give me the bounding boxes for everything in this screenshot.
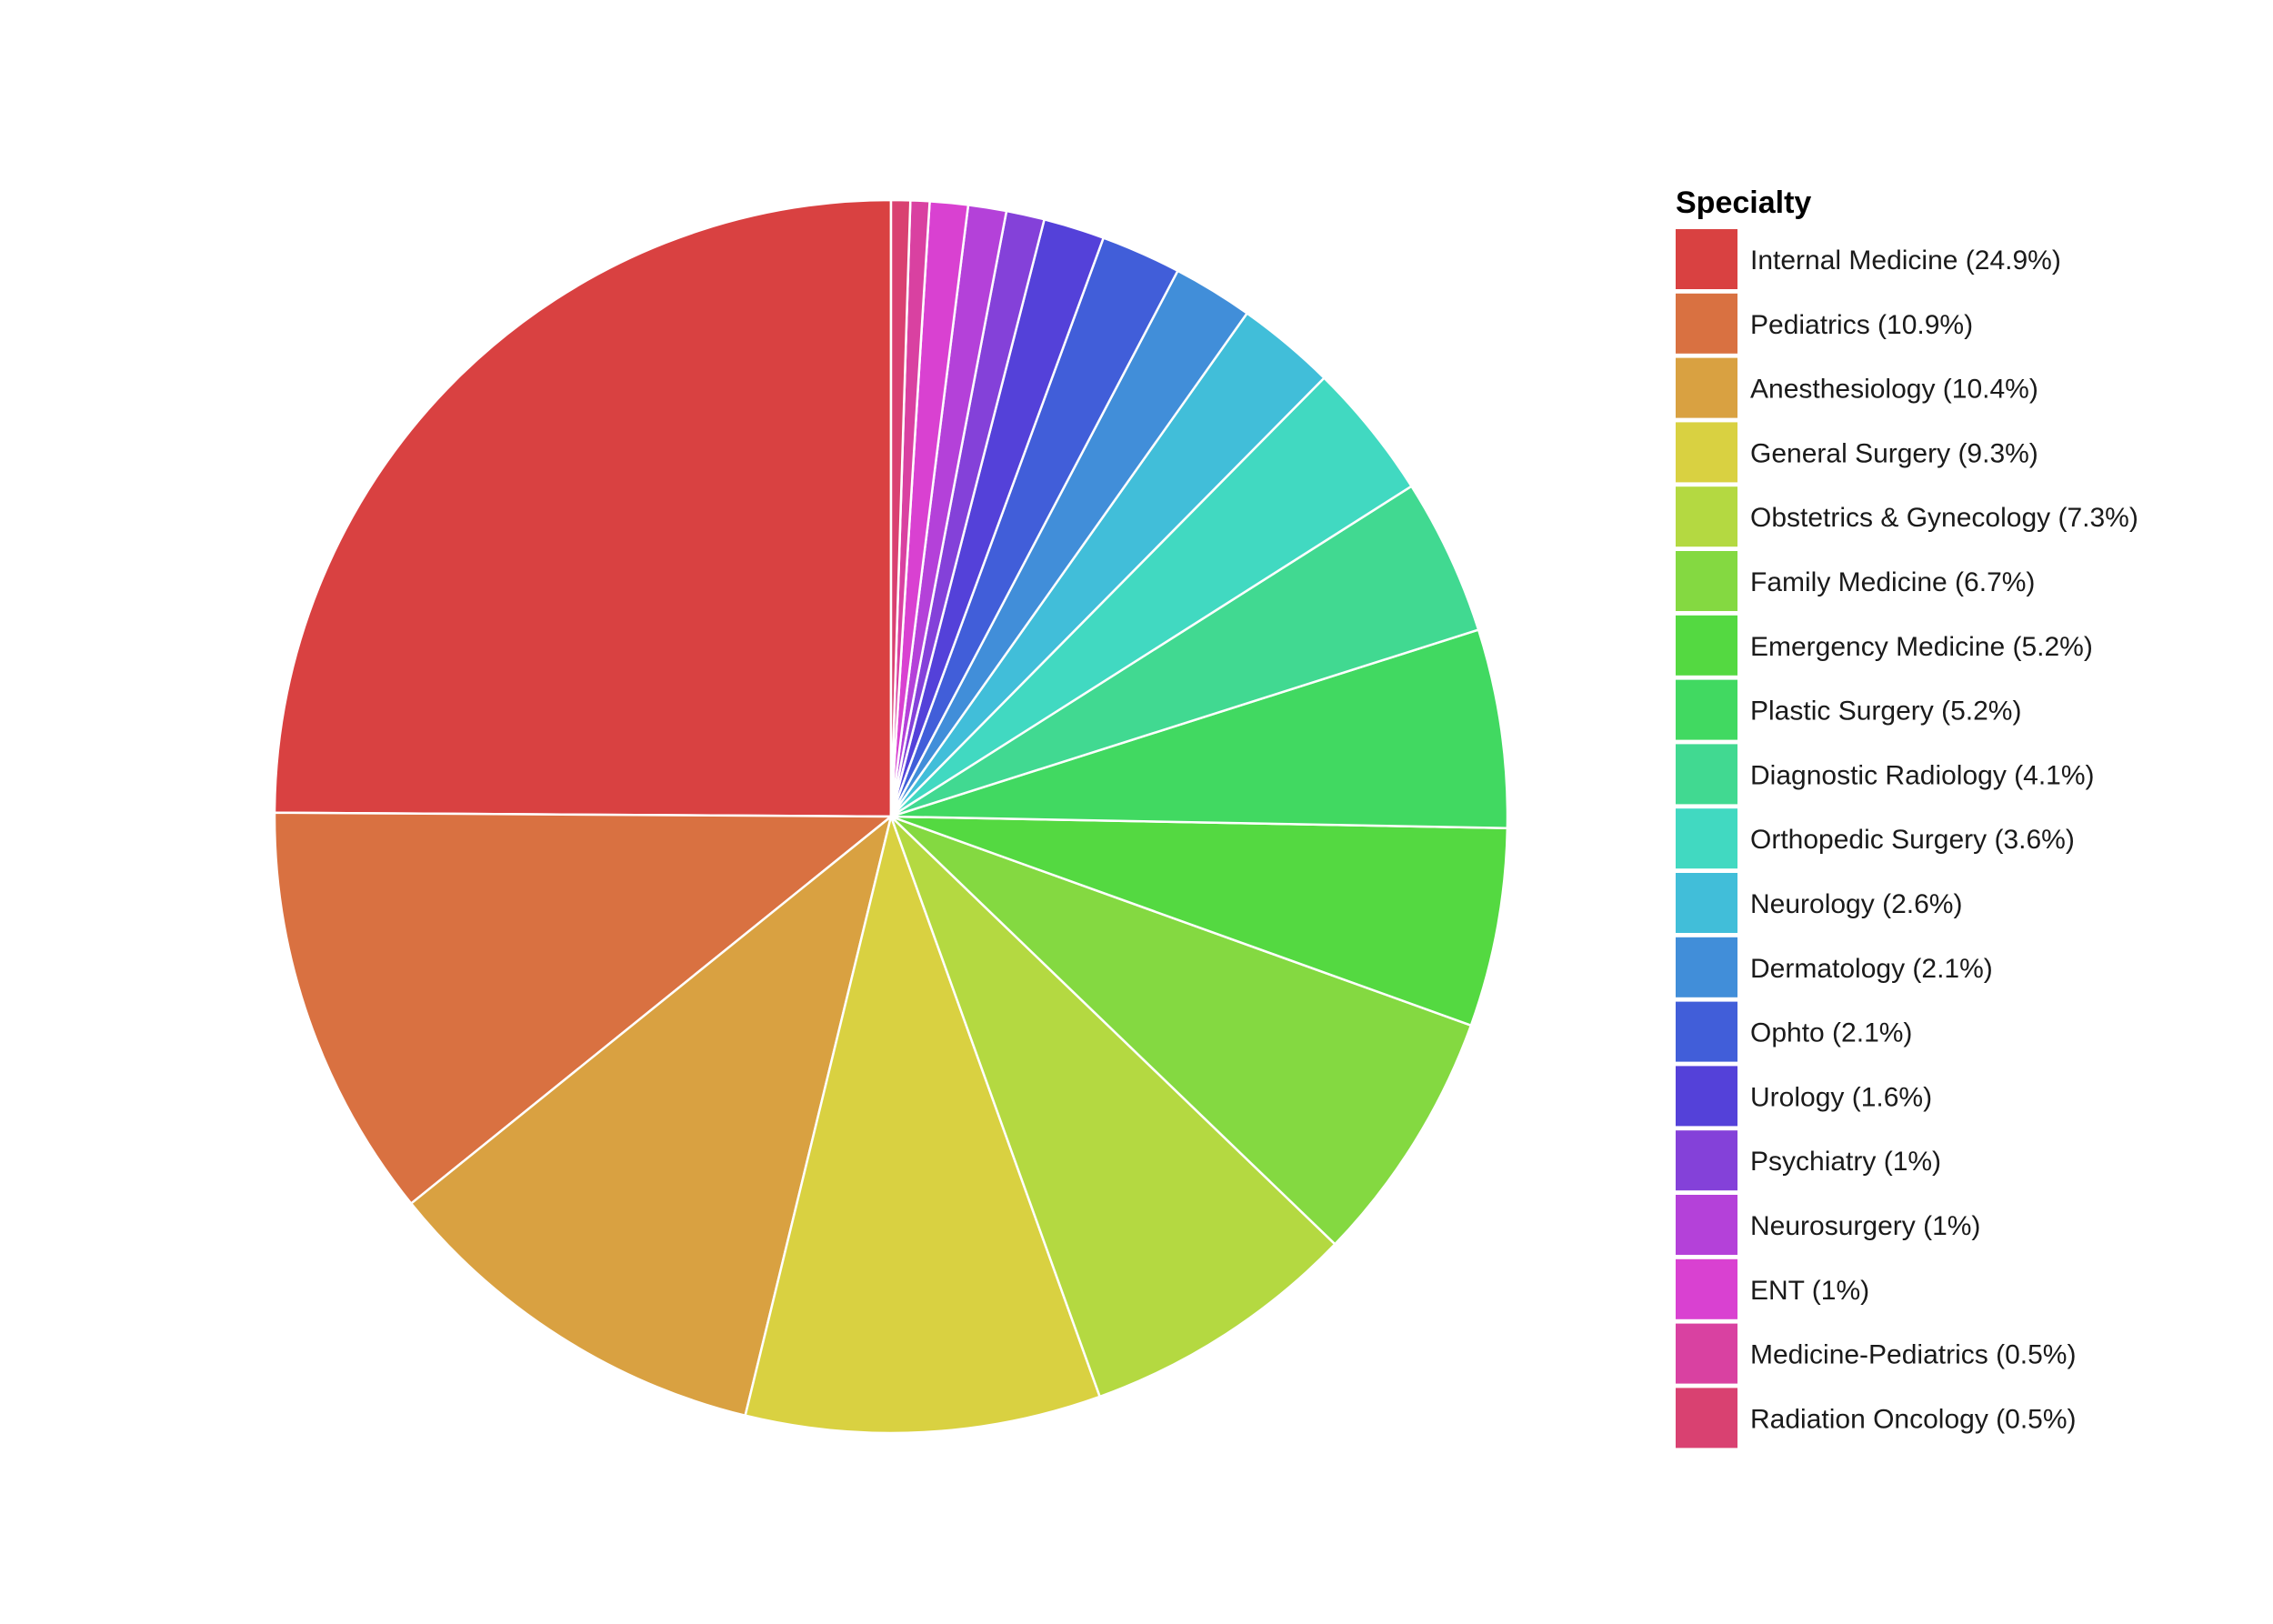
- legend-label: Family Medicine (6.7%): [1750, 567, 2035, 597]
- legend-label: Pediatrics (10.9%): [1750, 310, 1973, 340]
- legend-label: Psychiatry (1%): [1750, 1147, 1941, 1177]
- pie-slice-plastic-surgery: [889, 628, 1509, 830]
- pie-slices: [273, 198, 1509, 1435]
- legend-item-plastic-surgery: Plastic Surgery (5.2%): [1676, 679, 2021, 740]
- legend-item-emergency-medicine: Emergency Medicine (5.2%): [1676, 615, 2093, 676]
- legend-key-swatch: [1676, 1195, 1737, 1255]
- legend-label: Internal Medicine (24.9%): [1750, 246, 2061, 276]
- legend-item-radiation-oncology: Radiation Oncology (0.5%): [1676, 1388, 2077, 1449]
- legend-key-swatch: [1676, 615, 1737, 676]
- legend-item-neurosurgery: Neurosurgery (1%): [1676, 1195, 1980, 1255]
- pie-slice-emergency-medicine: [889, 815, 1509, 1027]
- legend-key-swatch: [1676, 293, 1737, 354]
- legend-key-swatch: [1676, 486, 1737, 547]
- pie-slice-general-surgery: [744, 815, 1101, 1435]
- legend-item-diagnostic-radiology: Diagnostic Radiology (4.1%): [1676, 744, 2095, 805]
- legend-label: Diagnostic Radiology (4.1%): [1750, 760, 2095, 790]
- legend-key-swatch: [1676, 1066, 1737, 1127]
- legend-key-swatch: [1676, 1001, 1737, 1062]
- legend-item-anesthesiology: Anesthesiology (10.4%): [1676, 357, 2038, 418]
- legend-key-swatch: [1676, 808, 1737, 869]
- legend-key-swatch: [1676, 1388, 1737, 1449]
- pie-slice-obstetrics-and-gynecology: [889, 815, 1337, 1398]
- pie-slice-family-medicine: [889, 815, 1473, 1246]
- legend-key-swatch: [1676, 1130, 1737, 1191]
- legend-item-internal-medicine: Internal Medicine (24.9%): [1676, 229, 2061, 289]
- legend-item-ophto: Ophto (2.1%): [1676, 1001, 1912, 1062]
- legend-label: Plastic Surgery (5.2%): [1750, 697, 2021, 727]
- legend-key-swatch: [1676, 1258, 1737, 1319]
- pie-slice-diagnostic-radiology: [889, 485, 1480, 818]
- legend-label: Dermatology (2.1%): [1750, 954, 1993, 984]
- legend-item-family-medicine: Family Medicine (6.7%): [1676, 551, 2035, 611]
- legend-item-ent: ENT (1%): [1676, 1258, 1869, 1319]
- legend-key-swatch: [1676, 229, 1737, 289]
- legend-key-swatch: [1676, 1323, 1737, 1384]
- legend-label: General Surgery (9.3%): [1750, 438, 2038, 468]
- legend-label: Radiation Oncology (0.5%): [1750, 1404, 2077, 1434]
- legend-key-swatch: [1676, 551, 1737, 611]
- legend-item-general-surgery: General Surgery (9.3%): [1676, 422, 2038, 483]
- legend-title: Specialty: [1676, 185, 1811, 220]
- legend-item-orthopedic-surgery: Orthopedic Surgery (3.6%): [1676, 808, 2075, 869]
- legend-items: Internal Medicine (24.9%) Pediatrics (10.…: [1676, 229, 2138, 1449]
- legend-item-neurology: Neurology (2.6%): [1676, 873, 1962, 933]
- legend-label: Medicine-Pediatrics (0.5%): [1750, 1340, 2076, 1370]
- legend-key-swatch: [1676, 679, 1737, 740]
- legend-item-urology: Urology (1.6%): [1676, 1066, 1932, 1127]
- legend-item-dermatology: Dermatology (2.1%): [1676, 937, 1993, 997]
- legend-key-swatch: [1676, 937, 1737, 997]
- legend-key-swatch: [1676, 422, 1737, 483]
- legend: Specialty Internal Medicine (24.9%) Pedia…: [1676, 185, 2138, 1449]
- pie-slice-anesthesiology: [409, 815, 893, 1418]
- legend-key-swatch: [1676, 357, 1737, 418]
- legend-label: Obstetrics & Gynecology (7.3%): [1750, 503, 2138, 533]
- legend-label: Urology (1.6%): [1750, 1082, 1932, 1112]
- legend-item-medicine-pediatrics: Medicine-Pediatrics (0.5%): [1676, 1323, 2076, 1384]
- legend-label: Neurology (2.6%): [1750, 889, 1962, 919]
- legend-label: Anesthesiology (10.4%): [1750, 375, 2038, 405]
- legend-label: Ophto (2.1%): [1750, 1018, 1912, 1048]
- legend-item-obstetrics-and-gynecology: Obstetrics & Gynecology (7.3%): [1676, 486, 2138, 547]
- pie-slice-pediatrics: [273, 811, 893, 1205]
- legend-item-psychiatry: Psychiatry (1%): [1676, 1130, 1941, 1191]
- legend-key-swatch: [1676, 873, 1737, 933]
- legend-key-swatch: [1676, 744, 1737, 805]
- legend-label: Emergency Medicine (5.2%): [1750, 632, 2093, 662]
- pie-slice-radiation-oncology: [889, 198, 912, 818]
- legend-label: Neurosurgery (1%): [1750, 1211, 1980, 1241]
- legend-item-pediatrics: Pediatrics (10.9%): [1676, 293, 1973, 354]
- legend-label: ENT (1%): [1750, 1276, 1869, 1306]
- pie-slice-internal-medicine: [273, 198, 893, 818]
- legend-label: Orthopedic Surgery (3.6%): [1750, 825, 2075, 855]
